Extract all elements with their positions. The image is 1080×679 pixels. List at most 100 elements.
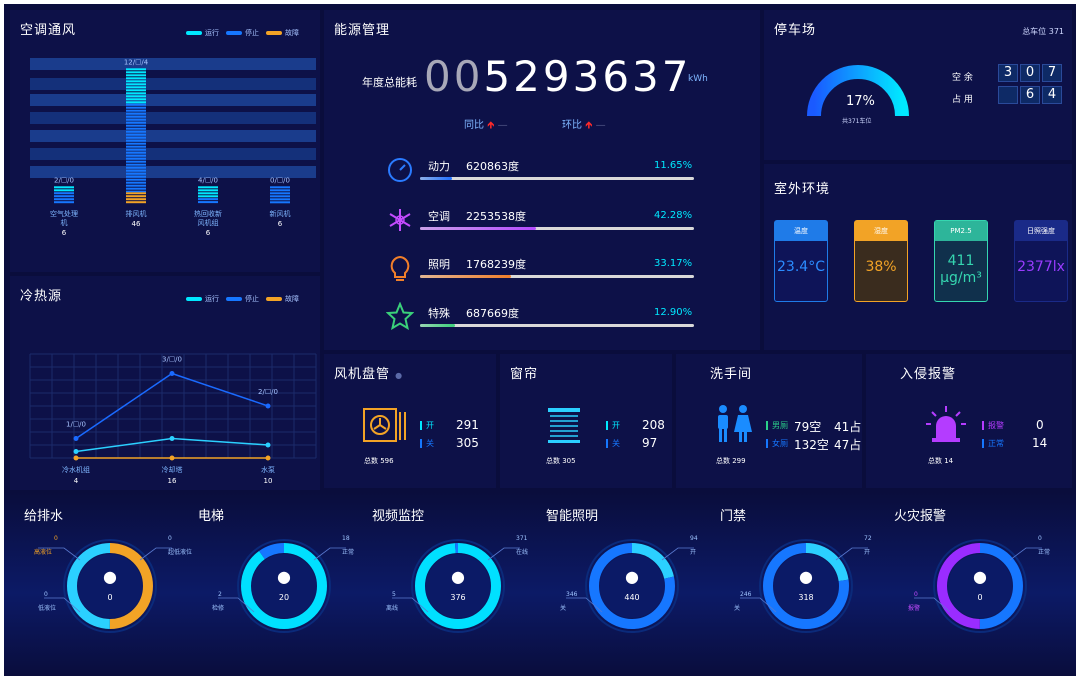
restroom-male-label: 男厕 bbox=[766, 420, 788, 431]
donut-callout-number: 0 bbox=[1038, 535, 1042, 542]
line-annotation: 1/☐/0 bbox=[66, 421, 86, 429]
donut-callout-label: 在线 bbox=[516, 548, 528, 556]
donut-callout-line bbox=[44, 597, 81, 613]
restroom-panel: 洗手间 男厕 女厕 79空 41占 132空 47占 总数 299 bbox=[676, 354, 862, 488]
restroom-female-free: 132空 bbox=[794, 438, 829, 452]
door-icon: ● bbox=[799, 567, 813, 586]
donut-title: 给排水 bbox=[24, 509, 63, 524]
hvac-category-label: 排风机 bbox=[126, 209, 147, 218]
donut-center-value: 0 bbox=[977, 593, 982, 602]
bulb-icon bbox=[390, 255, 410, 281]
curtain-icon bbox=[548, 408, 580, 443]
snowflake-icon bbox=[389, 209, 411, 231]
hvac-legend: 运行 停止 故障 bbox=[186, 28, 299, 38]
annual-energy-label: 年度总能耗 bbox=[362, 76, 417, 89]
fan-coil-panel: 风机盘管 ● 开 关 291 305 总数 596 bbox=[324, 354, 496, 488]
env-card-value: 38% bbox=[865, 259, 897, 275]
donut-callout-number: 0 bbox=[54, 535, 58, 542]
env-card-value: 411 bbox=[947, 253, 975, 269]
line-point bbox=[265, 442, 271, 448]
legend-fault: 故障 bbox=[266, 294, 299, 304]
hvac-category-label: 热回收新 bbox=[194, 209, 222, 218]
line-annotation: 3/☐/0 bbox=[162, 356, 182, 364]
curtain-title: 窗帘 bbox=[510, 367, 539, 382]
energy-item-bar-fill bbox=[420, 324, 456, 327]
hvac-title: 空调通风 bbox=[20, 23, 77, 38]
donut-callout-number: 0 bbox=[168, 535, 172, 542]
fire-icon: ● bbox=[973, 567, 987, 586]
cold-heat-panel: 冷热源 运行 停止 故障 1/☐/0 3/☐/0 2/☐/0 冷水机组 4 冷却塔 16 水泵… bbox=[10, 276, 320, 490]
camera-icon: ● bbox=[451, 567, 465, 586]
energy-unit: kWh bbox=[688, 74, 708, 84]
legend-fault: 故障 bbox=[266, 28, 299, 38]
hvac-bar-stopped bbox=[54, 192, 74, 204]
legend-running: 运行 bbox=[186, 28, 219, 38]
dashboard-screen: 空调通风 运行 停止 故障 2/☐/0 空气处理机 6 12/☐/4 排风机 46 4/☐/… bbox=[4, 4, 1076, 676]
restroom-female-used: 47占 bbox=[834, 438, 862, 452]
donut-callout-line bbox=[313, 547, 346, 561]
restroom-male-free: 79空 bbox=[794, 420, 822, 434]
lamp-icon: ● bbox=[625, 567, 639, 586]
donut-title: 视频监控 bbox=[372, 509, 424, 524]
hvac-bar-fault bbox=[126, 192, 146, 204]
donut-title: 电梯 bbox=[198, 509, 224, 524]
donut-center-value: 440 bbox=[624, 593, 639, 602]
fan-coil-icon bbox=[363, 408, 406, 442]
restroom-female-label: 女厕 bbox=[766, 438, 788, 449]
hvac-grid-band bbox=[30, 58, 316, 70]
donut-callout-line bbox=[661, 547, 694, 561]
donut-outer-ring bbox=[237, 539, 331, 633]
donut-center bbox=[252, 554, 316, 618]
line-category-total: 16 bbox=[168, 477, 177, 485]
energy-item-bar-fill bbox=[420, 177, 452, 180]
donut-callout-line bbox=[835, 547, 868, 561]
bottom-strip bbox=[4, 492, 1076, 676]
env-card-label: 湿度 bbox=[855, 221, 907, 241]
energy-item-bar bbox=[420, 177, 694, 180]
donut-callout-number: 18 bbox=[342, 535, 350, 542]
legend-stopped: 停止 bbox=[226, 294, 259, 304]
parking-sub: 共371车位 bbox=[842, 118, 872, 125]
intrusion-normal-label: 正常 bbox=[982, 438, 1004, 449]
energy-item-name: 空调 bbox=[428, 210, 450, 223]
energy-item-bar bbox=[420, 324, 694, 327]
intrusion-alarm-label: 报警 bbox=[982, 420, 1004, 431]
donut-callout-label: 关 bbox=[734, 604, 740, 612]
energy-panel: 能源管理 年度总能耗 005293637 kWh 同比 🡹 — 环比 🡹 — 动… bbox=[324, 10, 760, 350]
parking-gauge-arc bbox=[807, 65, 909, 117]
donut-callout-label: 正常 bbox=[342, 548, 354, 556]
donut-outer-ring bbox=[63, 539, 157, 633]
donut-segment bbox=[415, 543, 501, 629]
fan-coil-total: 总数 596 bbox=[364, 457, 394, 465]
hvac-bar-running bbox=[198, 186, 218, 198]
parking-used-label: 占 用 bbox=[952, 95, 973, 105]
hvac-bar-stopped bbox=[270, 186, 290, 204]
energy-item-name: 照明 bbox=[428, 258, 450, 271]
curtain-off-label: 关 bbox=[606, 438, 620, 449]
intrusion-alarm-count: 0 bbox=[1036, 418, 1044, 432]
donut-outer-ring bbox=[585, 539, 679, 633]
curtain-total: 总数 305 bbox=[546, 457, 576, 465]
donut-title: 智能照明 bbox=[546, 509, 598, 524]
donut-segment bbox=[589, 543, 675, 629]
fan-coil-on-label: 开 bbox=[420, 420, 434, 431]
donut-title: 门禁 bbox=[720, 509, 746, 524]
hvac-grid-band bbox=[30, 130, 316, 142]
donut-callout-number: 0 bbox=[44, 591, 48, 598]
donut-callout-line bbox=[1009, 547, 1042, 561]
donut-callout-line bbox=[914, 597, 951, 613]
parking-gauge bbox=[807, 65, 909, 117]
env-card-label: 温度 bbox=[775, 221, 827, 241]
line-point bbox=[169, 455, 175, 461]
donut-callout-label: 报警 bbox=[908, 604, 920, 612]
donut-center-value: 376 bbox=[450, 593, 465, 602]
energy-item-bar bbox=[420, 275, 694, 278]
env-card-value: 2377lx bbox=[1017, 259, 1065, 275]
line-category-label: 水泵 bbox=[261, 465, 275, 474]
donut-callout-line bbox=[38, 547, 81, 561]
donut-segment bbox=[937, 543, 1023, 629]
donut-callout-number: 346 bbox=[566, 591, 578, 598]
intrusion-total: 总数 14 bbox=[928, 457, 954, 465]
env-card-temperature: 温度 23.4°C bbox=[774, 220, 828, 302]
intrusion-normal-count: 14 bbox=[1032, 436, 1048, 450]
